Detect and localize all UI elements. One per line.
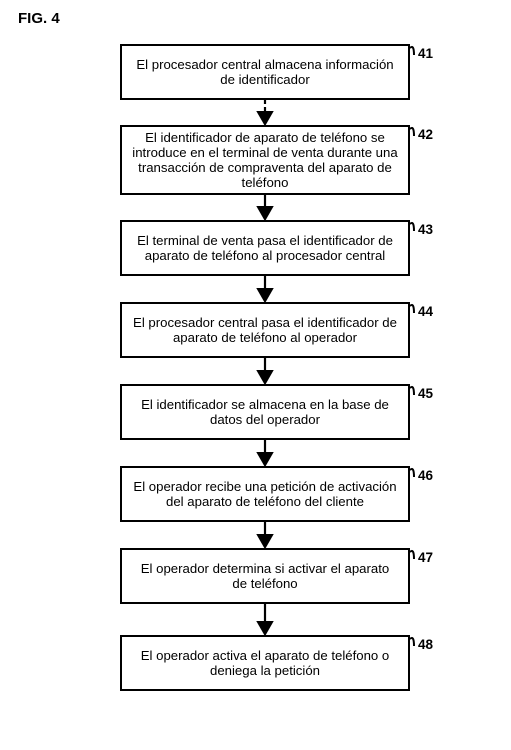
figure-title: FIG. 4 <box>18 10 60 27</box>
flowchart-step: El procesador central pasa el identifica… <box>120 302 410 358</box>
flowchart-step: El identificador de aparato de teléfono … <box>120 125 410 195</box>
flowchart-step: El procesador central almacena informaci… <box>120 44 410 100</box>
flowchart-step: El terminal de venta pasa el identificad… <box>120 220 410 276</box>
step-label: 46 <box>418 468 433 483</box>
flowchart-step: El operador activa el aparato de teléfon… <box>120 635 410 691</box>
step-label: 48 <box>418 637 433 652</box>
flowchart-step-text: El identificador de aparato de teléfono … <box>122 130 408 191</box>
flowchart-step-text: El procesador central almacena informaci… <box>122 57 408 87</box>
step-label: 45 <box>418 386 433 401</box>
step-label: 47 <box>418 550 433 565</box>
flowchart-step-text: El operador recibe una petición de activ… <box>122 479 408 509</box>
flowchart-step-text: El identificador se almacena en la base … <box>122 397 408 427</box>
step-label: 42 <box>418 127 433 142</box>
step-label: 44 <box>418 304 433 319</box>
flowchart-step: El identificador se almacena en la base … <box>120 384 410 440</box>
flowchart-step-text: El terminal de venta pasa el identificad… <box>122 233 408 263</box>
flowchart-step: El operador determina si activar el apar… <box>120 548 410 604</box>
flowchart-step: El operador recibe una petición de activ… <box>120 466 410 522</box>
step-label: 43 <box>418 222 433 237</box>
flowchart-step-text: El operador activa el aparato de teléfon… <box>122 648 408 678</box>
flowchart-step-text: El operador determina si activar el apar… <box>122 561 408 591</box>
step-label: 41 <box>418 46 433 61</box>
flowchart-step-text: El procesador central pasa el identifica… <box>122 315 408 345</box>
